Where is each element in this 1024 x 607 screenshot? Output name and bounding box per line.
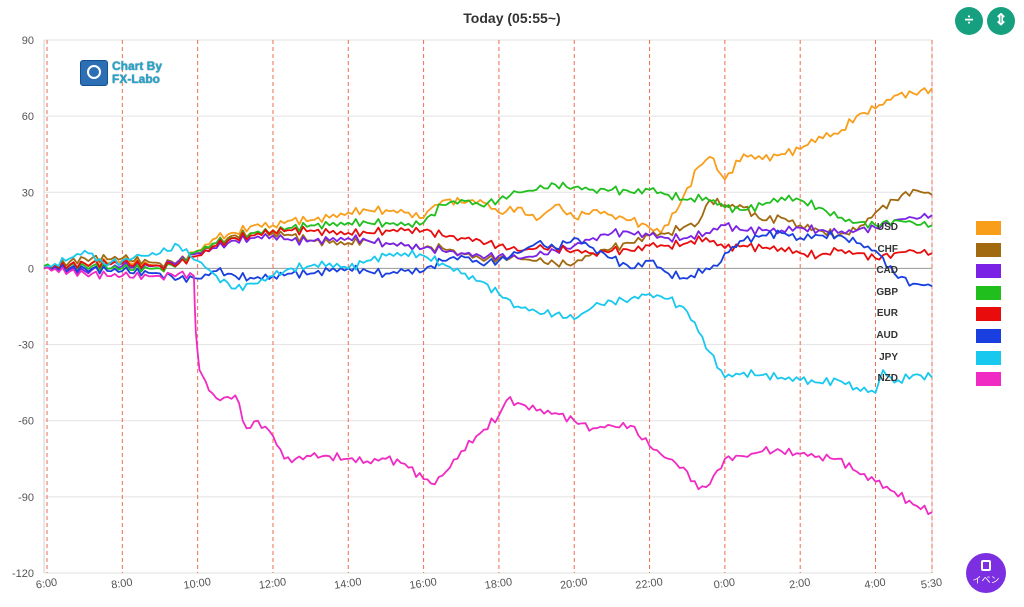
event-button[interactable]: イベン: [966, 553, 1006, 593]
legend-label: JPY: [879, 351, 898, 363]
y-tick-label: -30: [18, 340, 34, 352]
y-tick-label: 90: [22, 35, 34, 47]
y-tick-label: 30: [22, 187, 34, 199]
logo-magnifier-icon: [80, 60, 108, 86]
legend-swatch: [976, 350, 1001, 365]
event-button-label: イベン: [972, 575, 1000, 585]
legend-label: NZD: [877, 373, 898, 385]
compress-vertical-icon: ÷: [964, 12, 974, 29]
x-tick-label: 4:00: [864, 577, 887, 592]
logo-line-1: Chart By: [112, 59, 163, 73]
legend-label: AUD: [876, 329, 898, 341]
y-tick-label: -120: [12, 568, 34, 580]
expand-vertical-icon: ⇕: [994, 12, 1008, 29]
x-tick-label: 14:00: [333, 576, 362, 592]
series-line-jpy: [43, 242, 933, 394]
series-line-aud: [43, 229, 933, 288]
chart-series-lines: [43, 87, 933, 516]
legend-swatch: [976, 285, 1001, 300]
legend-swatch: [976, 328, 1001, 343]
legend-swatch: [976, 242, 1001, 257]
legend-label: EUR: [876, 308, 898, 320]
legend-label: USD: [876, 222, 898, 233]
x-tick-label: 8:00: [110, 577, 133, 592]
calendar-icon: [981, 560, 991, 571]
chart-title: Today (05:55~): [463, 10, 561, 26]
x-tick-label: 6:00: [35, 577, 58, 592]
expand-vertical-button[interactable]: ⇕: [987, 7, 1015, 35]
series-line-nzd: [43, 266, 933, 516]
y-axis-tick-labels: 90 60 30 0 -30 -60 -90 -120: [12, 35, 34, 580]
x-tick-label: 10:00: [183, 576, 212, 592]
legend-swatch: [976, 221, 1001, 235]
legend-label: GBP: [876, 286, 898, 298]
x-tick-label: 0:00: [713, 577, 736, 592]
chart-grid: [43, 39, 933, 574]
y-tick-label: -60: [18, 416, 34, 428]
legend-label: CHF: [877, 243, 898, 255]
x-tick-label: 20:00: [559, 576, 588, 592]
y-tick-label: 0: [28, 263, 34, 275]
x-tick-label: 2:00: [788, 577, 811, 592]
fx-labo-logo: Chart By FX-Labo: [80, 58, 190, 88]
legend-swatch: [976, 264, 1001, 279]
x-tick-label: 18:00: [484, 576, 513, 592]
y-tick-label: -90: [18, 492, 34, 504]
compress-vertical-button[interactable]: ÷: [955, 7, 983, 35]
legend-swatch: [976, 372, 1001, 387]
y-tick-label: 60: [22, 111, 34, 123]
x-tick-label: 5:30: [920, 577, 943, 592]
series-line-gbp: [43, 181, 933, 273]
x-tick-label: 22:00: [635, 576, 664, 592]
x-tick-label: 16:00: [409, 576, 438, 592]
x-axis-tick-labels: 6:00 8:00 10:00 12:00 14:00 16:00 18:00 20:00 22…: [35, 576, 943, 592]
legend-label: CAD: [876, 265, 898, 277]
logo-line-2: FX-Labo: [112, 72, 160, 86]
x-tick-label: 12:00: [258, 576, 287, 592]
legend-swatch: [976, 307, 1001, 322]
